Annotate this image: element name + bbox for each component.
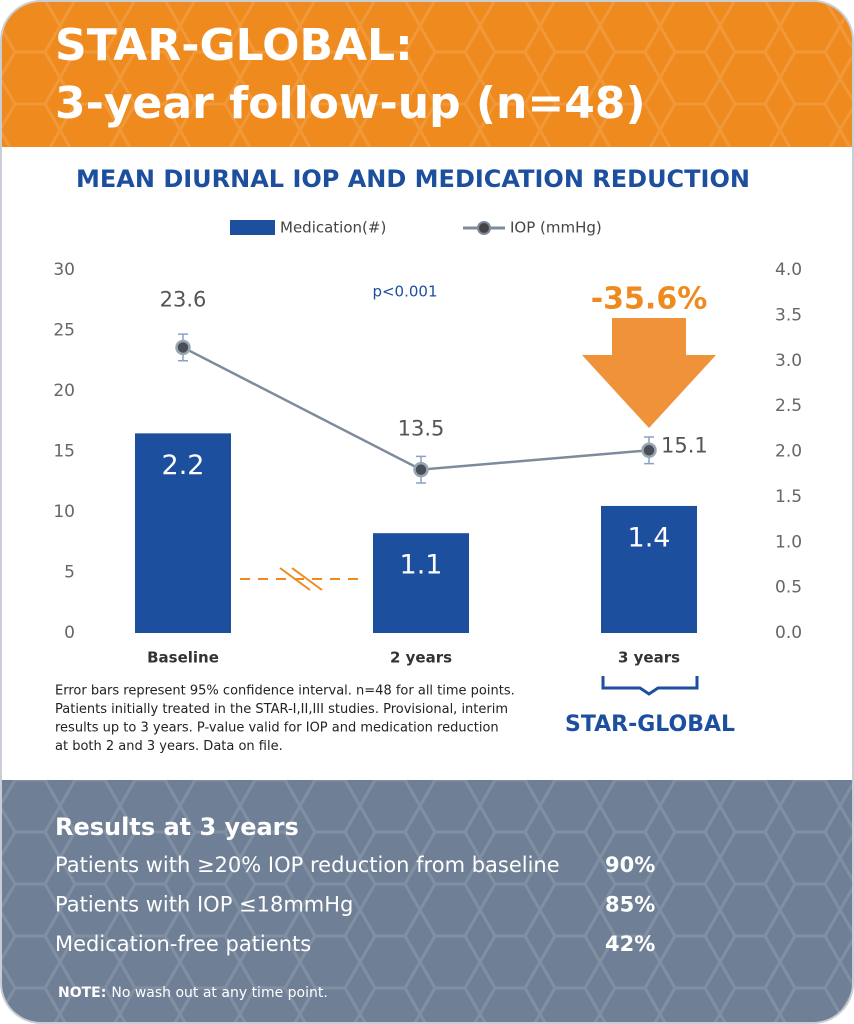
iop-point [641, 442, 657, 459]
header-pattern [1, 1, 853, 147]
footnote-line: Patients initially treated in the STAR-I… [55, 702, 508, 717]
results-title: Results at 3 years [55, 813, 299, 841]
y-tick-label: 30 [53, 260, 75, 280]
group-label: STAR-GLOBAL [565, 712, 735, 737]
break-mark [279, 567, 311, 591]
note-text: No wash out at any time point. [111, 985, 327, 1001]
footnote-line: at both 2 and 3 years. Data on file. [55, 739, 283, 754]
group-bracket [601, 676, 699, 696]
note: NOTE: No wash out at any time point. [58, 985, 328, 1001]
y-tick-label: 10 [53, 502, 75, 522]
reduction-arrow [582, 318, 716, 428]
bar-value-label: 1.4 [628, 522, 671, 553]
result-value: 42% [605, 932, 655, 956]
y-tick-label: 5 [64, 563, 75, 583]
x-tick-label: Baseline [147, 649, 219, 667]
y2-tick-label: 3.0 [775, 351, 802, 371]
y-tick-label: 25 [53, 321, 75, 341]
y-tick-label: 15 [53, 442, 75, 462]
p-value: p<0.001 [372, 283, 437, 301]
chart-title: MEAN DIURNAL IOP AND MEDICATION REDUCTIO… [76, 165, 750, 193]
y2-tick-label: 0.5 [775, 578, 802, 598]
y2-tick-label: 2.0 [775, 442, 802, 462]
footnote-line: Error bars represent 95% confidence inte… [55, 684, 515, 699]
results-pattern [1, 780, 853, 1023]
footnote-line: results up to 3 years. P-value valid for… [55, 721, 499, 736]
x-tick-label: 3 years [618, 649, 680, 667]
iop-value-label: 15.1 [661, 433, 708, 457]
y-tick-label: 0 [64, 623, 75, 643]
result-label: Patients with ≥20% IOP reduction from ba… [55, 853, 560, 877]
y2-tick-label: 1.5 [775, 487, 802, 507]
note-label: NOTE: [58, 985, 106, 1001]
iop-point [413, 461, 429, 478]
reduction-label: -35.6% [591, 282, 708, 317]
result-label: Patients with IOP ≤18mmHg [55, 893, 353, 917]
bar [135, 433, 231, 633]
y2-tick-label: 4.0 [775, 260, 802, 280]
legend-swatch [230, 220, 275, 235]
break-mark [291, 567, 323, 591]
x-tick-label: 2 years [390, 649, 452, 667]
iop-value-label: 23.6 [160, 287, 207, 311]
iop-value-label: 13.5 [398, 417, 445, 441]
bar-value-label: 1.1 [400, 550, 443, 581]
result-value: 85% [605, 893, 655, 917]
title-line: STAR-GLOBAL: [55, 20, 413, 71]
bar [373, 533, 469, 633]
bar-value-label: 2.2 [162, 450, 205, 481]
iop-point [175, 339, 191, 356]
legend-label: Medication(#) [280, 219, 386, 237]
title-line: 3-year follow-up (n=48) [55, 78, 646, 129]
legend-label: IOP (mmHg) [510, 219, 602, 237]
y-tick-label: 20 [53, 381, 75, 401]
y2-tick-label: 2.5 [775, 396, 802, 416]
y2-tick-label: 3.5 [775, 305, 802, 325]
y2-tick-label: 1.0 [775, 532, 802, 552]
result-label: Medication-free patients [55, 932, 311, 956]
result-value: 90% [605, 853, 655, 877]
y2-tick-label: 0.0 [775, 623, 802, 643]
legend-swatch [477, 221, 491, 235]
bar [601, 505, 697, 633]
